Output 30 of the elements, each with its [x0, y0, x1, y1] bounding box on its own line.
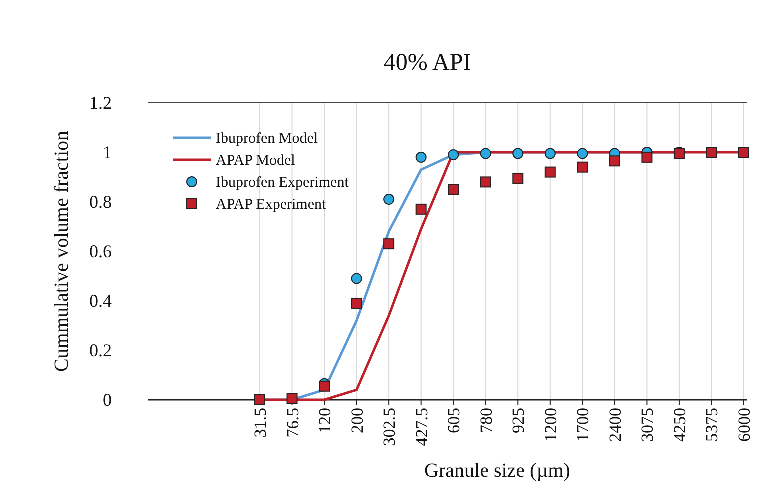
y-axis-title: Cummulative volume fraction	[51, 130, 73, 372]
y-tick-label: 0.6	[90, 242, 112, 262]
x-tick-label: 780	[476, 408, 496, 434]
x-tick-label: 1200	[541, 408, 560, 442]
legend-label: APAP Model	[216, 153, 296, 169]
y-tick-label: 1.2	[90, 93, 112, 113]
x-tick-label: 200	[348, 408, 367, 434]
x-tick-label: 427.5	[412, 408, 432, 446]
legend-label: APAP Experiment	[216, 197, 327, 213]
x-tick-label: 120	[316, 408, 335, 434]
x-axis-title: Granule size (µm)	[424, 460, 570, 482]
y-tick-label: 0.4	[90, 291, 112, 311]
y-tick-label: 1	[103, 142, 112, 162]
y-tick-label: 0.8	[90, 192, 112, 212]
x-tick-label: 76.5	[283, 408, 302, 438]
x-tick-label: 1700	[574, 408, 593, 442]
x-tick-label: 5375	[702, 408, 722, 442]
chart-title: 40% API	[384, 50, 472, 76]
y-tick-label: 0.2	[90, 340, 112, 360]
x-tick-label: 6000	[735, 408, 754, 442]
x-tick-label: 2400	[606, 408, 625, 442]
x-tick-label: 925	[509, 408, 528, 434]
x-tick-label: 605	[444, 408, 464, 434]
x-tick-label: 302.5	[380, 408, 400, 446]
x-tick-label: 3075	[638, 408, 658, 442]
legend-label: Ibuprofen Model	[216, 131, 318, 147]
legend-label: Ibuprofen Experiment	[216, 175, 350, 191]
x-tick-label: 4250	[670, 408, 690, 442]
y-tick-label: 0	[103, 390, 112, 410]
x-tick-label: 31.5	[251, 408, 270, 438]
